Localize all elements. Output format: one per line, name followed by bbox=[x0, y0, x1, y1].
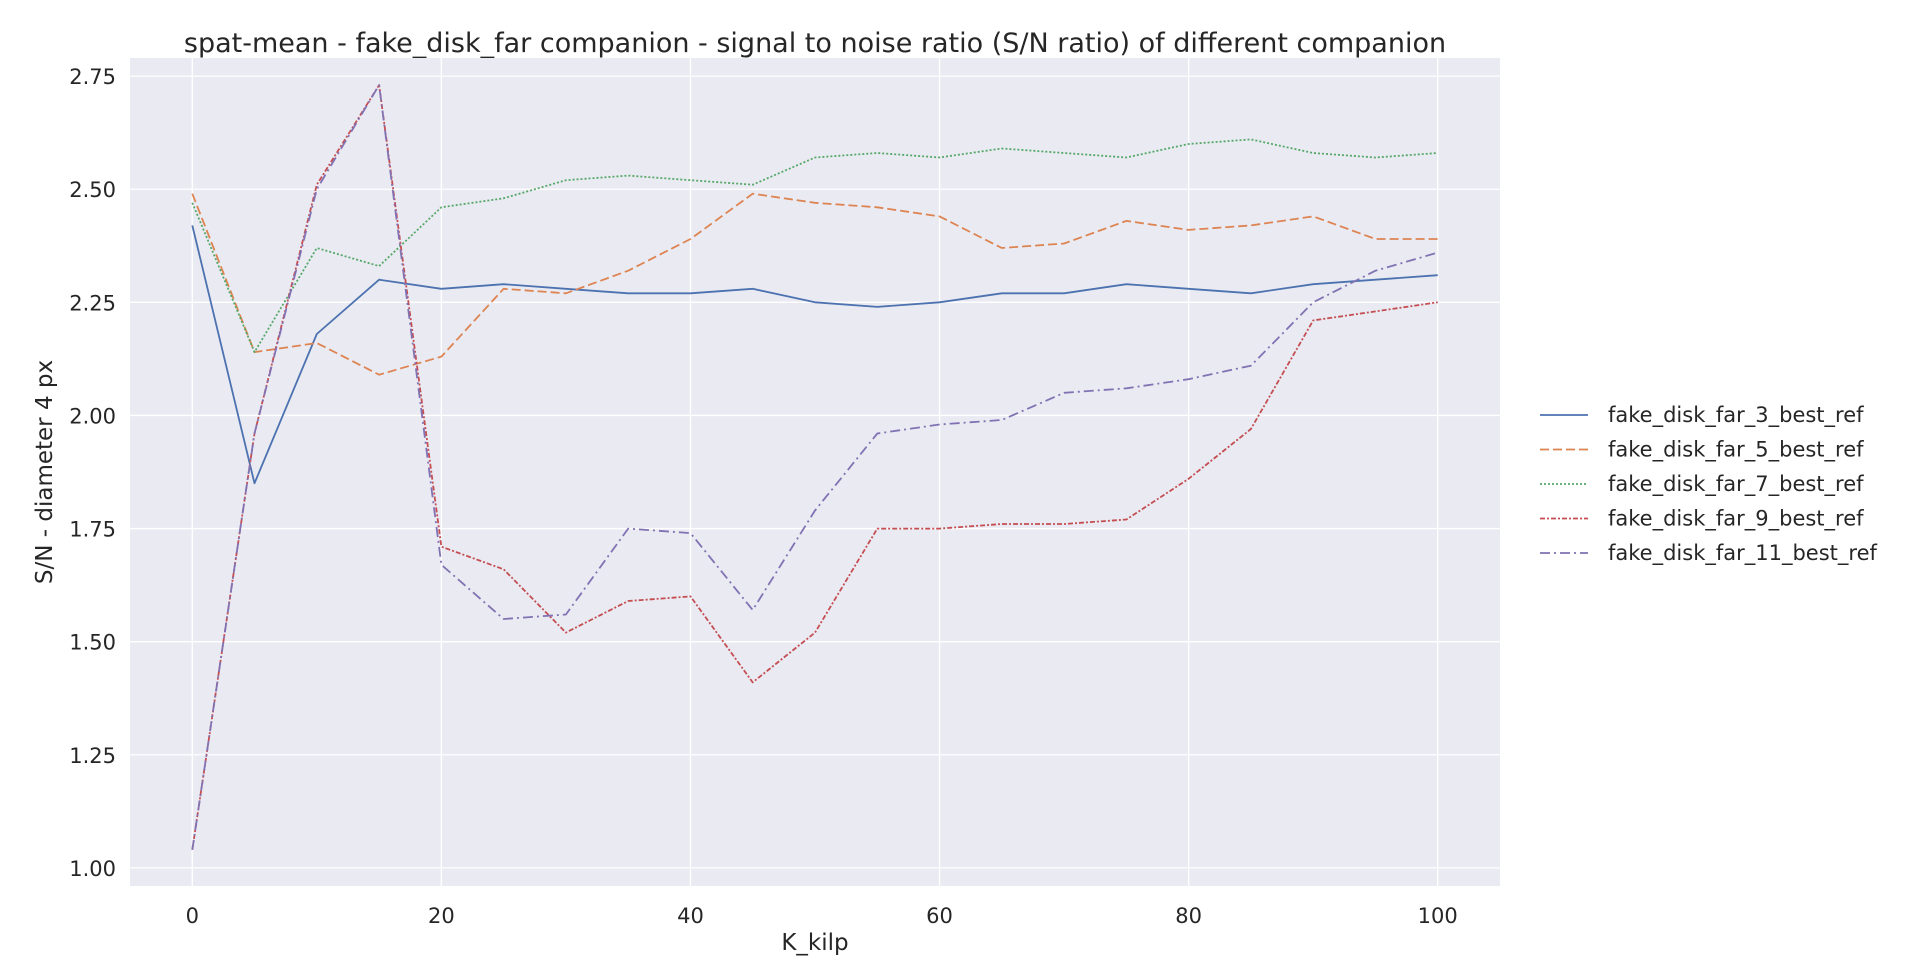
x-axis-label: K_kilp bbox=[781, 930, 848, 956]
x-tick-label: 40 bbox=[677, 904, 704, 928]
plot-area bbox=[130, 58, 1500, 886]
y-axis-label: S/N - diameter 4 px bbox=[32, 360, 58, 584]
x-tick-label: 80 bbox=[1175, 904, 1202, 928]
legend: fake_disk_far_3_best_ref fake_disk_far_5_… bbox=[1540, 403, 1877, 566]
y-tick-label: 2.00 bbox=[69, 404, 116, 428]
y-tick-label: 2.75 bbox=[69, 65, 116, 89]
y-tick-label: 1.00 bbox=[69, 857, 116, 881]
legend-label: fake_disk_far_11_best_ref bbox=[1608, 541, 1877, 566]
series-layer bbox=[191, 84, 1438, 850]
x-tick-labels: 0 20 40 60 80 100 bbox=[186, 904, 1458, 928]
y-tick-label: 1.50 bbox=[69, 631, 116, 655]
legend-label: fake_disk_far_3_best_ref bbox=[1608, 403, 1864, 428]
chart-title: spat-mean - fake_disk_far companion - si… bbox=[184, 28, 1446, 59]
grid-lines bbox=[130, 58, 1500, 886]
legend-label: fake_disk_far_5_best_ref bbox=[1608, 438, 1864, 463]
y-tick-label: 1.25 bbox=[69, 744, 116, 768]
series-line-fake_disk_far_11_best_ref bbox=[191, 84, 1438, 850]
x-tick-label: 0 bbox=[186, 904, 199, 928]
y-tick-label: 2.50 bbox=[69, 178, 116, 202]
series-line-fake_disk_far_3_best_ref bbox=[191, 225, 1438, 485]
y-tick-label: 1.75 bbox=[69, 518, 116, 542]
x-tick-label: 60 bbox=[926, 904, 953, 928]
legend-label: fake_disk_far_9_best_ref bbox=[1608, 507, 1864, 532]
x-tick-label: 20 bbox=[428, 904, 455, 928]
y-tick-labels: 1.00 1.25 1.50 1.75 2.00 2.25 2.50 2.75 bbox=[69, 65, 116, 881]
series-line-fake_disk_far_5_best_ref bbox=[191, 192, 1438, 376]
x-tick-label: 100 bbox=[1418, 904, 1458, 928]
y-tick-label: 2.25 bbox=[69, 291, 116, 315]
series-line-fake_disk_far_7_best_ref bbox=[191, 138, 1438, 354]
legend-label: fake_disk_far_7_best_ref bbox=[1608, 472, 1864, 497]
